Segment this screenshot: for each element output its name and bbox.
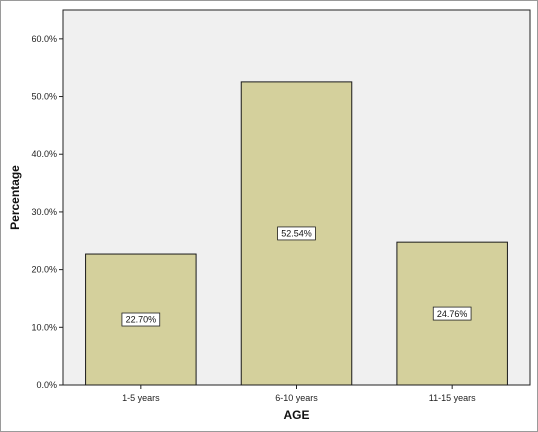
x-tick-label: 6-10 years [275,393,318,403]
y-tick-label: 60.0% [31,34,57,44]
y-tick-label: 40.0% [31,149,57,159]
data-label-box [277,226,316,241]
x-axis: 1-5 years 6-10 years 11-15 years [63,384,530,403]
data-label: 52.54% [281,229,312,239]
x-tick-label: 1-5 years [122,393,160,403]
data-label: 24.76% [437,309,468,319]
data-label: 22.70% [126,315,157,325]
y-tick-label: 30.0% [31,207,57,217]
y-tick-label: 50.0% [31,92,57,102]
y-tick-label: 10.0% [31,322,57,332]
x-axis-title: AGE [283,408,309,422]
x-tick-label: 11-15 years [429,393,476,403]
y-tick-label: 0.0% [36,380,57,390]
bars: 22.70% 52.54% 24.76% [85,81,508,386]
data-label-box [121,312,161,327]
data-label-box [432,306,472,321]
y-axis: 0.0% 10.0% 20.0% 30.0% 40.0% 50.0% 60.0% [31,10,64,390]
y-tick-label: 20.0% [31,265,57,275]
y-axis-title: Percentage [8,165,22,230]
